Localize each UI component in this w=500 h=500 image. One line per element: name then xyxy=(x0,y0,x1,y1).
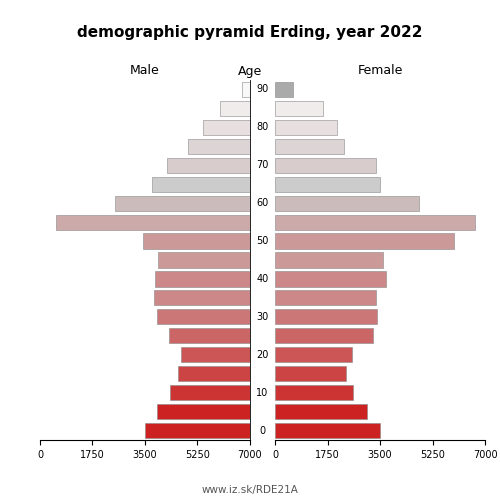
Bar xyxy=(275,120,336,135)
Bar xyxy=(275,385,353,400)
Bar xyxy=(56,214,250,230)
Bar xyxy=(220,101,250,116)
Bar xyxy=(275,82,293,97)
Bar xyxy=(275,310,377,324)
Text: 10: 10 xyxy=(256,388,268,398)
Bar xyxy=(275,214,474,230)
Bar xyxy=(275,290,376,306)
Bar xyxy=(156,272,250,286)
Bar xyxy=(178,366,250,382)
Bar xyxy=(170,385,250,400)
Bar xyxy=(154,290,250,306)
Bar xyxy=(115,196,250,210)
Title: Female: Female xyxy=(358,64,403,78)
Text: demographic pyramid Erding, year 2022: demographic pyramid Erding, year 2022 xyxy=(77,25,423,40)
Text: Age: Age xyxy=(238,65,262,78)
Text: 0: 0 xyxy=(260,426,266,436)
Bar xyxy=(275,158,376,173)
Text: 20: 20 xyxy=(256,350,268,360)
Text: 30: 30 xyxy=(256,312,268,322)
Title: Male: Male xyxy=(130,64,160,78)
Bar xyxy=(144,234,250,248)
Text: 60: 60 xyxy=(256,198,268,208)
Bar xyxy=(275,138,344,154)
Bar xyxy=(275,196,419,210)
Bar xyxy=(188,138,250,154)
Bar xyxy=(275,404,366,419)
Bar xyxy=(181,347,250,362)
Bar xyxy=(275,423,380,438)
Bar xyxy=(158,252,250,268)
Bar xyxy=(204,120,250,135)
Text: 50: 50 xyxy=(256,236,268,246)
Bar xyxy=(157,310,250,324)
Text: www.iz.sk/RDE21A: www.iz.sk/RDE21A xyxy=(202,485,298,495)
Text: 80: 80 xyxy=(256,122,268,132)
Bar xyxy=(242,82,250,97)
Bar xyxy=(275,347,351,362)
Bar xyxy=(145,423,250,438)
Text: 70: 70 xyxy=(256,160,268,170)
Text: 40: 40 xyxy=(256,274,268,284)
Bar xyxy=(275,272,386,286)
Bar xyxy=(152,176,250,192)
Bar xyxy=(275,328,372,344)
Bar xyxy=(275,234,454,248)
Bar xyxy=(275,176,380,192)
Bar xyxy=(157,404,250,419)
Bar xyxy=(168,158,250,173)
Bar xyxy=(275,101,323,116)
Bar xyxy=(275,252,383,268)
Bar xyxy=(169,328,250,344)
Bar xyxy=(275,366,345,382)
Text: 90: 90 xyxy=(256,84,268,94)
